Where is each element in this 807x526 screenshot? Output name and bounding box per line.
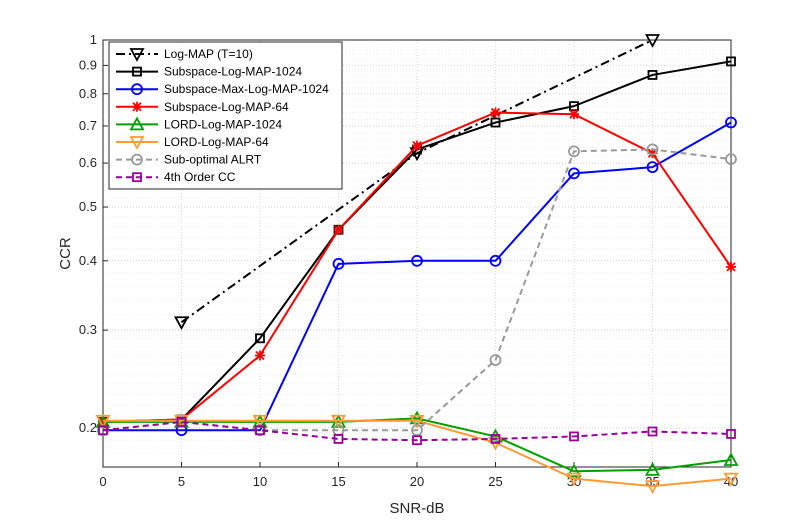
y-tick-label: 0.9 — [79, 57, 97, 72]
data-point — [568, 145, 580, 158]
legend-item: Subspace-Max-Log-MAP-1024 — [116, 82, 329, 96]
series-line — [103, 419, 732, 488]
y-tick-label: 0.8 — [79, 86, 97, 101]
legend-label: LORD-Log-MAP-1024 — [164, 117, 282, 131]
data-point — [725, 153, 737, 166]
data-point — [252, 414, 268, 429]
y-tick-label: 0.5 — [79, 199, 97, 214]
x-tick-label: 10 — [253, 474, 267, 489]
data-point — [723, 472, 739, 487]
data-point — [490, 117, 501, 128]
data-point — [726, 56, 736, 67]
data-point — [566, 472, 582, 487]
legend-item: Subspace-Log-MAP-1024 — [116, 65, 302, 79]
data-point — [412, 140, 422, 151]
legend-label: 4th Order CC — [164, 170, 236, 184]
legend-marker — [129, 116, 145, 131]
y-axis-label: CCR — [57, 237, 74, 270]
legend-item: Log-MAP (T=10) — [116, 47, 253, 62]
legend-label: LORD-Log-MAP-64 — [164, 135, 269, 149]
x-tick-label: 0 — [99, 474, 106, 489]
data-point — [255, 350, 265, 361]
legend-label: Sub-optimal ALRT — [164, 153, 262, 167]
y-tick-label: 0.4 — [79, 253, 97, 268]
data-point — [489, 254, 502, 267]
data-point — [330, 414, 347, 429]
legend-item: LORD-Log-MAP-1024 — [116, 116, 282, 131]
legend-marker — [132, 172, 142, 183]
legend-marker — [129, 136, 145, 150]
data-point — [726, 261, 736, 272]
data-point — [726, 429, 736, 439]
data-point — [333, 224, 344, 235]
data-point — [566, 463, 582, 478]
series-layer — [95, 34, 739, 495]
legend-marker — [131, 153, 143, 166]
data-point — [644, 34, 661, 48]
y-tick-label: 0.2 — [79, 420, 97, 435]
data-point — [255, 425, 265, 436]
data-point — [409, 414, 425, 429]
y-tick-label: 0.7 — [79, 118, 97, 133]
data-point — [173, 316, 190, 331]
x-tick-label: 5 — [178, 474, 185, 489]
data-point — [647, 70, 658, 80]
x-axis-label: SNR-dB — [389, 500, 444, 517]
legend-item: LORD-Log-MAP-64 — [116, 135, 269, 150]
data-point — [95, 414, 111, 429]
series-line — [103, 121, 732, 432]
legend-label: Subspace-Max-Log-MAP-1024 — [164, 82, 329, 96]
data-point — [569, 109, 579, 120]
legend: Log-MAP (T=10) Subspace-Log-MAP-1024 Subsp… — [108, 41, 343, 190]
legend-item: 4th Order CC — [116, 170, 236, 184]
data-point — [647, 426, 658, 437]
data-point — [176, 414, 187, 425]
data-point — [644, 461, 661, 476]
legend-marker — [129, 48, 145, 62]
legend-item: Subspace-Log-MAP-64 — [116, 100, 289, 114]
series-8 — [98, 416, 736, 446]
y-tick-label: 1 — [90, 32, 97, 47]
data-point — [487, 428, 504, 443]
data-point — [725, 116, 737, 129]
x-tick-label: 15 — [331, 474, 345, 489]
data-point — [255, 333, 265, 344]
series-line — [103, 417, 732, 473]
legend-label: Subspace-Log-MAP-64 — [164, 100, 289, 114]
data-point — [490, 434, 501, 444]
data-point — [409, 410, 425, 425]
data-point — [723, 452, 739, 466]
data-point — [411, 254, 423, 267]
legend-label: Log-MAP (T=10) — [164, 47, 253, 61]
x-tick-label: 25 — [488, 474, 502, 489]
y-tick-label: 0.3 — [79, 322, 97, 337]
x-tick-label: 20 — [410, 474, 424, 489]
data-point — [568, 167, 580, 180]
legend-item: Sub-optimal ALRT — [116, 153, 262, 167]
data-point — [333, 434, 344, 444]
y-tick-label: 0.6 — [79, 155, 97, 170]
legend-label: Subspace-Log-MAP-1024 — [164, 65, 302, 79]
legend-marker — [131, 83, 143, 96]
series-6 — [95, 414, 739, 495]
data-point — [332, 257, 345, 270]
data-point — [176, 416, 187, 427]
data-point — [647, 148, 658, 159]
data-point — [411, 424, 423, 437]
data-point — [412, 435, 422, 446]
legend-marker — [132, 66, 142, 77]
series-line — [102, 420, 732, 442]
legend-box — [108, 41, 343, 190]
data-point — [569, 431, 579, 442]
data-point — [644, 480, 661, 495]
legend-marker — [132, 101, 142, 112]
data-point — [98, 425, 108, 436]
data-point — [489, 354, 502, 366]
data-point — [646, 143, 659, 156]
data-point — [646, 161, 659, 174]
data-point — [490, 107, 501, 118]
